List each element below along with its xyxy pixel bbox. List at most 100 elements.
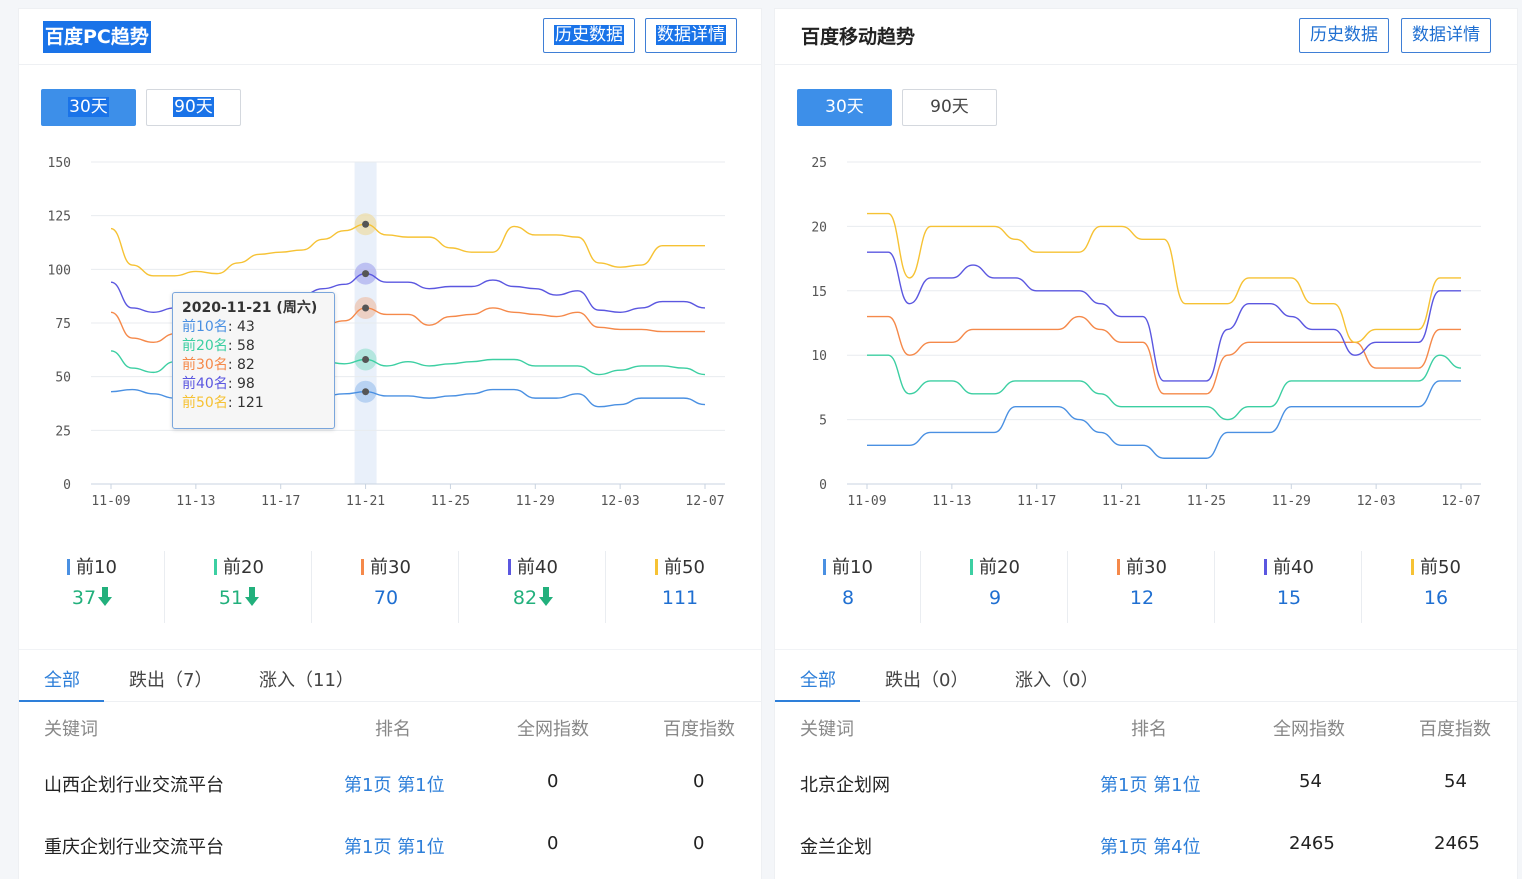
rank-link[interactable]: 第1页 第4位 [1100,837,1201,858]
history-data-button[interactable]: 历史数据 [543,18,635,53]
y-tick-label: 15 [811,285,827,300]
table-row: 北京企划网 第1页 第1位 54 54 [775,771,1517,801]
stat-value[interactable]: 12 [1069,587,1215,609]
x-tick-label: 11-09 [847,494,886,509]
tooltip-value: 58 [237,338,255,354]
series-line [866,315,1461,395]
rank-link[interactable]: 第1页 第1位 [344,775,445,796]
stat-value[interactable]: 111 [607,587,753,609]
baidu-index-cell: 2465 [1434,833,1480,854]
range-30-button[interactable]: 30天 [41,89,136,126]
stat-label: 前30 [1069,553,1215,579]
keyword-tabs: 全部 跌出（7） 涨入（11） [19,649,761,702]
rank-stats: 前10 8 前20 9 前30 12 前40 15 前50 16 [775,549,1517,635]
rank-link[interactable]: 第1页 第1位 [1100,775,1201,796]
stat-value-text: 111 [661,587,699,609]
highlight-point [362,355,370,363]
stat-value[interactable]: 9 [922,587,1068,609]
down-arrow-icon [98,587,113,606]
series-color-bar [361,559,365,575]
tooltip-row: 前10名: 43 [182,319,255,335]
stat-label-text: 前50 [1420,557,1461,578]
baidu-index-cell: 54 [1444,771,1467,792]
range-90-button[interactable]: 90天 [146,89,241,126]
pc-trend-panel: 百度PC趋势 历史数据 数据详情 30天 90天 0 25 50 75 100 125 15… [18,8,762,879]
tooltip-date: 2020-11-21 (周六) [182,300,318,316]
stat-value[interactable]: 16 [1363,587,1509,609]
x-tick-label: 11-25 [1187,494,1226,509]
panel-title: 百度PC趋势 [43,21,151,53]
range-90-button[interactable]: 90天 [902,89,997,126]
highlight-point [362,270,370,278]
series-color-bar [1264,559,1268,575]
stat-label: 前10 [775,553,921,579]
stat-value-text: 16 [1423,587,1449,609]
all-index-cell: 0 [547,771,559,792]
stat-label: 前50 [607,553,753,579]
x-tick-label: 11-29 [516,494,555,509]
stat-value[interactable]: 8 [775,587,921,609]
history-data-label: 历史数据 [554,25,624,45]
stat-value[interactable]: 82 [460,587,606,609]
stat-item: 前20 9 [922,549,1068,635]
divider [1214,551,1215,623]
data-detail-button[interactable]: 数据详情 [645,18,737,53]
stat-item: 前40 82 [460,549,606,635]
range-30-button[interactable]: 30天 [797,89,892,126]
down-arrow-icon [539,587,554,606]
table-row: 山西企划行业交流平台 第1页 第1位 0 0 [19,771,761,801]
keyword-cell: 北京企划网 [800,775,890,796]
tab-dropped[interactable]: 跌出（7） [129,670,213,691]
pc-trend-chart: 0 25 50 75 100 125 150 11-09 11-13 11-17 11-21 11-2… [48,156,725,509]
stat-label-text: 前30 [1126,557,1167,578]
tab-all[interactable]: 全部 [800,670,836,691]
highlight-point [362,388,370,396]
y-tick-label: 25 [55,424,71,439]
y-tick-label: 0 [63,478,71,493]
x-tick-label: 11-21 [346,494,385,509]
stat-label-text: 前10 [76,557,117,578]
stat-value[interactable]: 37 [19,587,165,609]
range-90-label: 90天 [173,97,214,117]
rank-link[interactable]: 第1页 第1位 [344,837,445,858]
history-data-button[interactable]: 历史数据 [1299,18,1389,53]
mobile-trend-panel: 百度移动趋势 历史数据 数据详情 30天 90天 0 5 10 15 20 25 11-09… [774,8,1518,879]
col-keyword: 关键词 [44,719,98,740]
tab-all[interactable]: 全部 [44,670,80,691]
y-tick-label: 150 [48,156,71,171]
active-tab-indicator [19,700,104,702]
keyword-tabs: 全部 跌出（0） 涨入（0） [775,649,1517,702]
stat-value-text: 15 [1276,587,1302,609]
series-color-bar [1411,559,1415,575]
keyword-cell: 重庆企划行业交流平台 [44,837,224,858]
x-tick-label: 11-13 [176,494,215,509]
tab-gained[interactable]: 涨入（11） [259,670,354,691]
tab-dropped[interactable]: 跌出（0） [885,670,969,691]
tooltip-value: 43 [237,319,255,335]
y-tick-label: 50 [55,371,71,386]
tooltip-row: 前50名: 121 [182,395,264,411]
panel-header: 百度移动趋势 历史数据 数据详情 [775,9,1517,65]
tooltip-row: 前30名: 82 [182,357,255,373]
series-color-bar [214,559,218,575]
y-tick-label: 25 [811,156,827,171]
series-line [867,380,1461,459]
stat-value-text: 70 [373,587,399,609]
table-row: 重庆企划行业交流平台 第1页 第1位 0 0 [19,833,761,863]
x-tick-label: 11-13 [932,494,971,509]
stat-item: 前10 37 [19,549,165,635]
mobile-trend-chart: 0 5 10 15 20 25 11-09 11-13 11-17 11-21 11-25 11-29… [811,156,1481,509]
tab-gained[interactable]: 涨入（0） [1015,670,1099,691]
stat-label-text: 前20 [223,557,264,578]
data-detail-button[interactable]: 数据详情 [1401,18,1491,53]
series-line [867,251,1461,382]
series-color-bar [970,559,974,575]
stat-value[interactable]: 51 [166,587,312,609]
table-header: 关键词 排名 全网指数 百度指数 [775,715,1517,745]
col-all-index: 全网指数 [1273,719,1345,740]
stat-item: 前30 70 [313,549,459,635]
tooltip-label: 前30名 [182,357,228,373]
stat-value[interactable]: 15 [1216,587,1362,609]
stat-value[interactable]: 70 [313,587,459,609]
stat-label-text: 前50 [664,557,705,578]
